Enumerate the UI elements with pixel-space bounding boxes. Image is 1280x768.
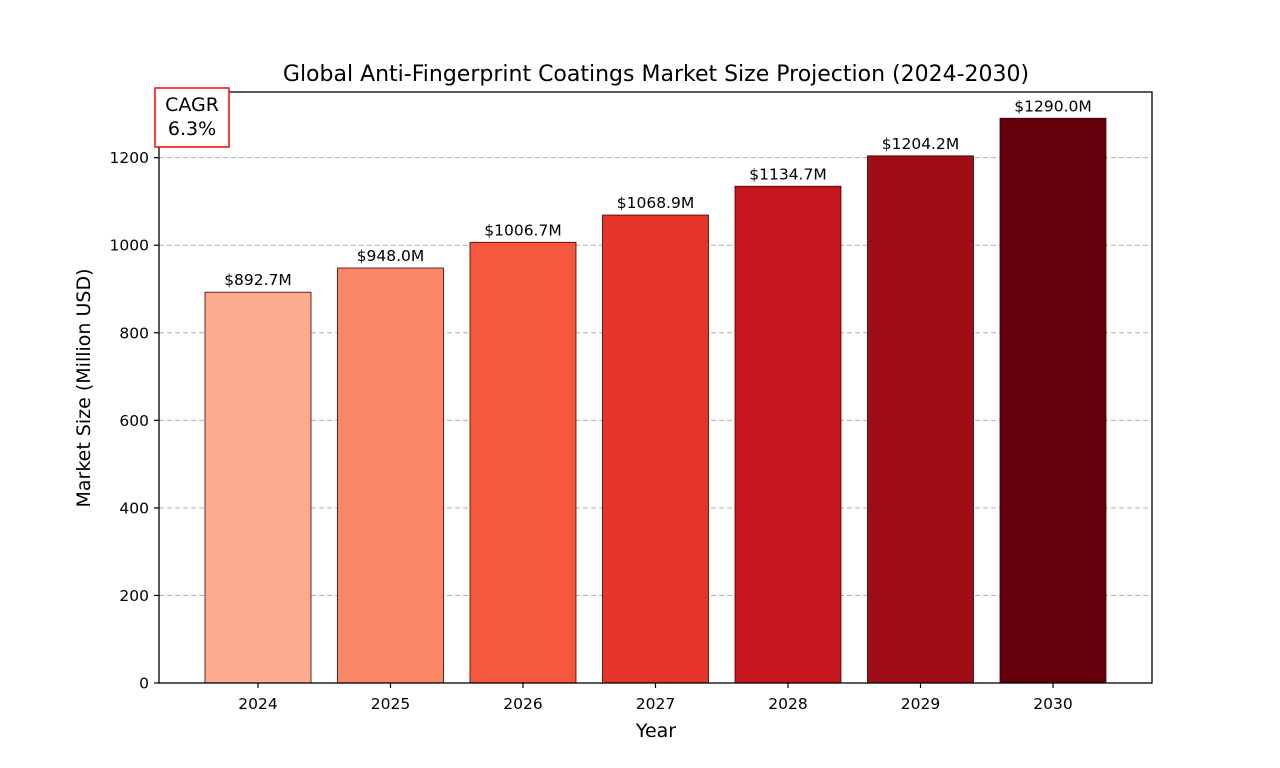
bar-2024 [204, 291, 312, 684]
cagr-value: 6.3% [168, 118, 216, 140]
bar-2025 [337, 267, 444, 684]
cagr-annotation: CAGR 6.3% [154, 87, 230, 148]
x-axis-ticks: 2024 2025 2026 2027 2028 2029 2030 [238, 683, 1073, 713]
chart-title: Global Anti-Fingerprint Coatings Market … [283, 62, 1029, 87]
x-tick-label-2025: 2025 [371, 695, 410, 713]
data-labels: $892.7M $948.0M $1006.7M $1068.9M $1134.7M $1… [224, 97, 1092, 289]
bar-2027 [602, 214, 709, 684]
bar-2029 [867, 155, 974, 684]
data-label-2030: $1290.0M [1014, 97, 1091, 115]
data-label-2029: $1204.2M [882, 135, 959, 153]
x-axis-label: Year [635, 720, 676, 742]
x-tick-label-2027: 2027 [636, 695, 675, 713]
cagr-label: CAGR [165, 94, 219, 116]
y-tick-label: 400 [119, 499, 149, 517]
bar-2026 [469, 241, 577, 684]
y-tick-label: 600 [119, 412, 149, 430]
y-axis-ticks: 0 200 400 600 800 1000 1200 [110, 149, 159, 693]
x-tick-label-2029: 2029 [901, 695, 940, 713]
data-label-2025: $948.0M [357, 247, 425, 265]
bar-2028 [734, 185, 842, 684]
data-label-2024: $892.7M [224, 271, 292, 289]
bars [204, 117, 1107, 684]
y-tick-label: 200 [119, 587, 149, 605]
x-tick-label-2024: 2024 [238, 695, 277, 713]
bar-2030 [999, 117, 1107, 684]
y-tick-label: 1000 [110, 237, 149, 255]
data-label-2026: $1006.7M [484, 221, 561, 239]
y-tick-label: 1200 [110, 149, 149, 167]
x-tick-label-2026: 2026 [503, 695, 542, 713]
data-label-2027: $1068.9M [617, 194, 694, 212]
x-tick-label-2030: 2030 [1033, 695, 1072, 713]
y-axis-label: Market Size (Million USD) [73, 268, 95, 507]
y-tick-label: 800 [119, 324, 149, 342]
cagr-box [154, 87, 230, 148]
y-tick-label: 0 [139, 675, 149, 693]
data-label-2028: $1134.7M [749, 165, 826, 183]
x-tick-label-2028: 2028 [768, 695, 807, 713]
